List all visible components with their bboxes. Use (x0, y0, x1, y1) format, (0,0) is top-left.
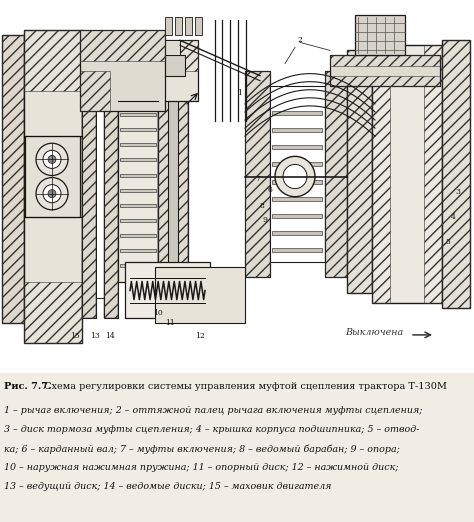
Text: 2: 2 (298, 37, 302, 44)
Bar (82, 45, 96, 318)
Bar (82, 45, 96, 318)
Bar (80, 30, 165, 61)
Text: 3 – диск тормоза муфты сцепления; 4 – крышка корпуса подшипника; 5 – отвод-: 3 – диск тормоза муфты сцепления; 4 – кр… (4, 425, 419, 434)
Bar (120, 204, 156, 207)
Text: Схема регулировки системы управления муфтой сцепления трактора Т-130М: Схема регулировки системы управления муф… (41, 382, 447, 391)
Bar (424, 45, 442, 303)
Text: 11: 11 (165, 319, 175, 327)
Bar (272, 248, 322, 252)
Bar (272, 128, 322, 132)
Circle shape (283, 164, 307, 188)
Bar (24, 30, 82, 343)
Bar (272, 197, 322, 201)
Bar (80, 70, 110, 111)
Circle shape (36, 143, 68, 175)
Text: 4: 4 (451, 213, 456, 221)
Text: ка; 6 – карданный вал; 7 – муфты включения; 8 – ведомый барабан; 9 – опора;: ка; 6 – карданный вал; 7 – муфты включен… (4, 444, 400, 454)
Bar (118, 40, 198, 101)
Bar (120, 188, 156, 192)
Bar (272, 162, 322, 167)
Bar (372, 45, 390, 303)
Bar (195, 17, 202, 35)
Bar (120, 264, 156, 267)
Bar (24, 30, 82, 91)
Bar (150, 55, 185, 76)
Text: 15: 15 (70, 332, 80, 340)
Text: 14: 14 (105, 332, 115, 340)
Bar (245, 70, 270, 277)
Bar (185, 17, 192, 35)
Bar (272, 111, 322, 115)
Bar (272, 214, 322, 218)
Bar (2, 35, 24, 323)
Bar (120, 98, 156, 101)
Circle shape (36, 177, 68, 210)
Text: 1 – рычаг включения; 2 – оттяжной палец рычага включения муфты сцепления;: 1 – рычаг включения; 2 – оттяжной палец … (4, 406, 422, 415)
Text: 1: 1 (237, 89, 242, 97)
Bar (245, 70, 270, 277)
Bar (347, 51, 372, 292)
Bar (165, 17, 172, 35)
Bar (158, 91, 188, 272)
Circle shape (43, 185, 61, 203)
Circle shape (48, 156, 56, 163)
Text: Выключена: Выключена (345, 328, 403, 337)
Text: Рис. 7.7.: Рис. 7.7. (4, 382, 51, 391)
Text: 10 – наружная нажимная пружина; 11 – опорный диск; 12 – нажимной диск;: 10 – наружная нажимная пружина; 11 – опо… (4, 463, 399, 472)
Bar (2, 35, 24, 323)
Bar (325, 70, 347, 277)
Text: 9: 9 (263, 216, 267, 224)
Text: 10: 10 (153, 309, 163, 317)
Bar (120, 173, 156, 176)
Text: 3: 3 (456, 187, 461, 196)
Text: 13: 13 (90, 332, 100, 340)
Bar (120, 219, 156, 222)
Bar (96, 55, 104, 298)
Bar (330, 55, 440, 66)
Bar (120, 234, 156, 237)
Bar (158, 91, 188, 272)
Bar (272, 180, 322, 184)
Bar (325, 70, 347, 277)
Bar (347, 51, 372, 292)
Text: 7: 7 (255, 174, 260, 183)
Text: 8: 8 (260, 202, 264, 210)
Bar (104, 45, 118, 318)
Bar (175, 17, 182, 35)
Text: 12: 12 (195, 332, 205, 340)
Bar (372, 45, 442, 303)
Circle shape (43, 150, 61, 169)
Bar (120, 113, 156, 116)
Bar (25, 136, 80, 217)
Bar (442, 40, 470, 307)
Bar (104, 45, 118, 318)
Text: 6: 6 (267, 186, 273, 194)
Text: 5: 5 (446, 238, 450, 246)
Bar (272, 145, 322, 149)
Bar (155, 267, 245, 323)
Bar (155, 40, 180, 55)
Circle shape (48, 189, 56, 198)
Bar (355, 15, 405, 55)
Bar (118, 40, 198, 70)
Bar (125, 262, 210, 318)
Bar (168, 70, 178, 292)
Bar (120, 158, 156, 161)
Bar (442, 40, 470, 307)
Bar (120, 249, 156, 252)
Bar (120, 128, 156, 131)
Bar (80, 30, 165, 111)
Bar (118, 81, 158, 282)
Text: 13 – ведущий диск; 14 – ведомые диски; 15 – маховик двигателя: 13 – ведущий диск; 14 – ведомые диски; 1… (4, 482, 331, 491)
Bar (120, 143, 156, 146)
Circle shape (275, 157, 315, 197)
Bar (330, 55, 440, 86)
Bar (270, 86, 325, 262)
Bar (272, 231, 322, 235)
Bar (330, 76, 440, 86)
Bar (24, 282, 82, 343)
